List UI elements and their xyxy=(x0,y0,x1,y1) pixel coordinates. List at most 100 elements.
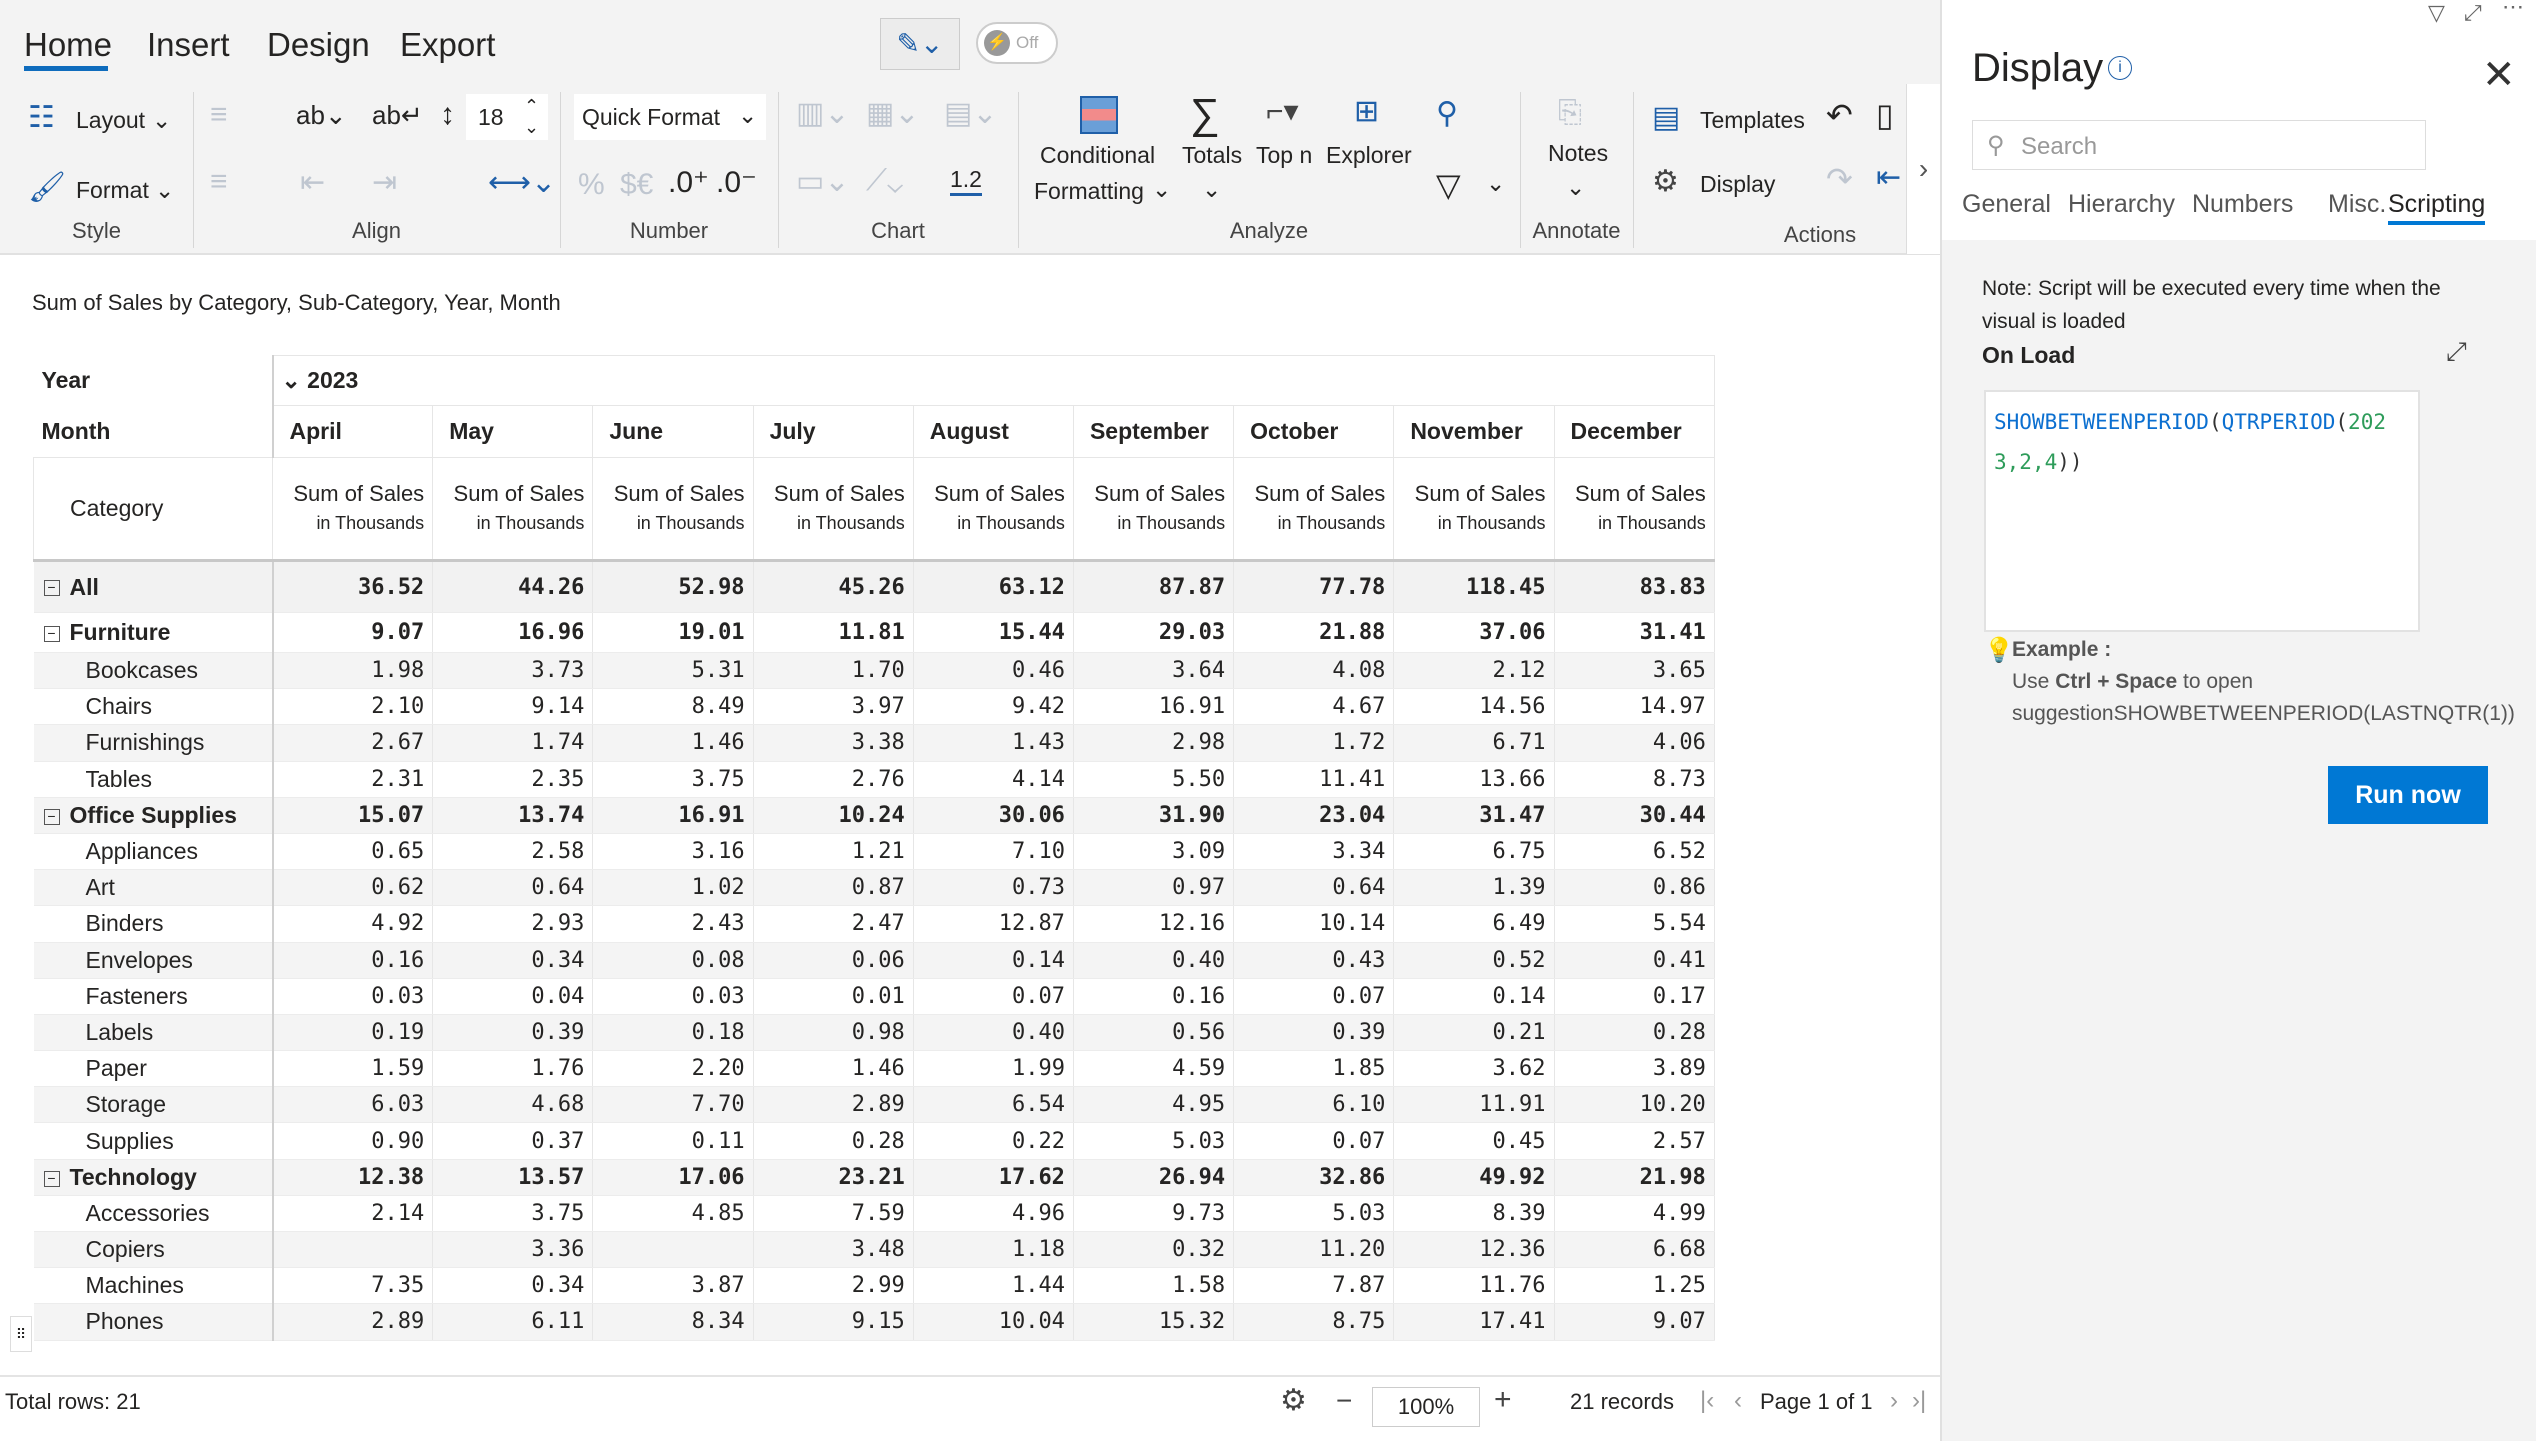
value-cell[interactable]: 8.34 xyxy=(592,1303,754,1341)
value-cell[interactable]: 0.03 xyxy=(272,978,434,1015)
script-editor[interactable]: SHOWBETWEENPERIOD(QTRPERIOD(2023,2,4)) xyxy=(1984,390,2420,632)
row-header[interactable]: − Furniture xyxy=(33,612,274,653)
value-cell[interactable]: 1.18 xyxy=(913,1231,1074,1269)
percent-icon[interactable]: % xyxy=(578,168,605,201)
value-cell[interactable]: 11.41 xyxy=(1233,761,1395,798)
value-cell[interactable]: 11.76 xyxy=(1393,1267,1555,1305)
value-cell[interactable]: 2.99 xyxy=(753,1267,914,1305)
value-cell[interactable]: 3.48 xyxy=(753,1231,914,1269)
value-cell[interactable]: 5.03 xyxy=(1073,1122,1235,1160)
month-header[interactable]: July xyxy=(752,405,914,458)
value-cell[interactable]: 4.92 xyxy=(272,905,434,943)
value-cell[interactable]: 9.73 xyxy=(1073,1195,1235,1233)
value-cell[interactable]: 9.42 xyxy=(913,688,1074,726)
conditional-formatting-button[interactable]: Conditional xyxy=(1040,142,1156,168)
value-cell[interactable]: 4.14 xyxy=(913,761,1074,798)
value-cell[interactable]: 44.26 xyxy=(432,559,594,613)
value-cell[interactable]: 1.59 xyxy=(272,1050,434,1088)
chart-layout-icon[interactable]: ▦⌄ xyxy=(866,97,920,130)
value-cell[interactable]: 31.41 xyxy=(1554,612,1715,653)
tab-export[interactable]: Export xyxy=(400,26,496,63)
value-cell[interactable]: 9.07 xyxy=(1554,1303,1715,1341)
explorer-button[interactable]: Explorer xyxy=(1326,142,1412,168)
value-cell[interactable]: 2.93 xyxy=(432,905,594,943)
decrease-decimal-icon[interactable]: .0⁻ xyxy=(716,166,757,199)
row-header[interactable]: Accessories xyxy=(33,1195,274,1233)
wrap-return-icon[interactable]: ab↵ xyxy=(372,100,423,130)
value-cell[interactable]: 0.01 xyxy=(753,978,914,1015)
value-cell[interactable]: 49.92 xyxy=(1393,1159,1555,1196)
value-cell[interactable]: 1.44 xyxy=(913,1267,1074,1305)
value-cell[interactable]: 6.75 xyxy=(1393,833,1555,871)
value-cell[interactable]: 1.46 xyxy=(753,1050,914,1088)
year-header[interactable]: ⌄ 2023 xyxy=(272,355,1715,406)
value-cell[interactable]: 0.32 xyxy=(1073,1231,1235,1269)
first-page-button[interactable]: |‹ xyxy=(1700,1387,1715,1414)
value-cell[interactable]: 10.04 xyxy=(913,1303,1074,1341)
row-header[interactable]: Binders xyxy=(33,905,274,943)
tab-misc[interactable]: Misc. xyxy=(2328,190,2387,218)
value-cell[interactable]: 2.58 xyxy=(432,833,594,871)
search-input[interactable]: ⚲ Search xyxy=(1972,120,2426,170)
row-header[interactable]: Phones xyxy=(33,1303,274,1341)
settings-icon[interactable]: ⚙ xyxy=(1280,1384,1307,1417)
row-header[interactable]: Storage xyxy=(33,1086,274,1124)
value-cell[interactable]: 118.45 xyxy=(1393,559,1555,613)
increase-decimal-icon[interactable]: .0⁺ xyxy=(668,166,709,199)
value-cell[interactable]: 26.94 xyxy=(1073,1159,1235,1196)
value-cell[interactable]: 0.39 xyxy=(432,1014,594,1052)
value-cell[interactable]: 2.14 xyxy=(272,1195,434,1233)
value-cell[interactable]: 32.86 xyxy=(1233,1159,1395,1196)
tab-numbers[interactable]: Numbers xyxy=(2192,190,2294,218)
value-cell[interactable]: 13.66 xyxy=(1393,761,1555,798)
value-cell[interactable]: 1.46 xyxy=(592,724,754,762)
value-cell[interactable]: 77.78 xyxy=(1233,559,1395,613)
month-header[interactable]: May xyxy=(432,405,594,458)
value-cell[interactable]: 2.31 xyxy=(272,761,434,798)
value-cell[interactable]: 4.95 xyxy=(1073,1086,1235,1124)
value-cell[interactable]: 4.59 xyxy=(1073,1050,1235,1088)
month-header[interactable]: April xyxy=(271,405,434,458)
value-cell[interactable]: 17.62 xyxy=(913,1159,1074,1196)
tab-scripting[interactable]: Scripting xyxy=(2388,190,2486,225)
decimal-value[interactable]: 1.2 xyxy=(950,166,982,196)
chevron-down-icon[interactable]: ⌄ xyxy=(281,367,308,393)
month-header[interactable]: August xyxy=(912,405,1074,458)
value-cell[interactable]: 0.03 xyxy=(592,978,754,1015)
sparkline-bar-icon[interactable]: ▭⌄ xyxy=(796,165,850,198)
value-cell[interactable]: 1.72 xyxy=(1233,724,1395,762)
tab-general[interactable]: General xyxy=(1962,190,2051,218)
value-cell[interactable]: 0.73 xyxy=(913,869,1074,907)
value-cell[interactable]: 0.11 xyxy=(592,1122,754,1160)
collapse-icon[interactable]: − xyxy=(43,808,60,825)
value-cell[interactable]: 2.35 xyxy=(432,761,594,798)
collapse-icon[interactable]: ⇤ xyxy=(1876,161,1902,194)
value-cell[interactable]: 0.21 xyxy=(1393,1014,1555,1052)
text-wrap-icon[interactable]: ab⌄ xyxy=(296,100,347,130)
collapse-icon[interactable]: − xyxy=(43,580,60,597)
value-cell[interactable]: 7.70 xyxy=(592,1086,754,1124)
value-cell[interactable]: 2.76 xyxy=(753,761,914,798)
top-n-button[interactable]: Top n xyxy=(1256,142,1313,168)
value-cell[interactable]: 0.98 xyxy=(753,1014,914,1052)
value-cell[interactable]: 11.81 xyxy=(753,612,914,653)
value-cell[interactable]: 1.02 xyxy=(592,869,754,907)
value-cell[interactable]: 4.99 xyxy=(1554,1195,1715,1233)
search-icon[interactable]: ⚲ xyxy=(1436,97,1458,130)
value-cell[interactable]: 16.91 xyxy=(1073,688,1235,726)
value-cell[interactable]: 6.03 xyxy=(272,1086,434,1124)
format-button[interactable]: Format xyxy=(76,177,149,203)
value-cell[interactable]: 14.56 xyxy=(1393,688,1555,726)
value-cell[interactable]: 0.86 xyxy=(1554,869,1715,907)
value-cell[interactable]: 0.65 xyxy=(272,833,434,871)
month-header[interactable]: December xyxy=(1553,405,1715,458)
indent-increase-icon[interactable]: ⇥ xyxy=(372,166,398,199)
row-header[interactable]: Tables xyxy=(33,761,274,798)
value-cell[interactable]: 7.59 xyxy=(753,1195,914,1233)
collapse-icon[interactable]: − xyxy=(43,625,60,642)
month-header[interactable]: October xyxy=(1233,405,1395,458)
chart-options-icon[interactable]: ▤⌄ xyxy=(944,97,998,130)
value-cell[interactable]: 3.73 xyxy=(432,652,594,690)
ruler-icon[interactable]: ▯ xyxy=(1876,97,1894,133)
filter-icon[interactable]: ▽ xyxy=(1436,167,1461,203)
